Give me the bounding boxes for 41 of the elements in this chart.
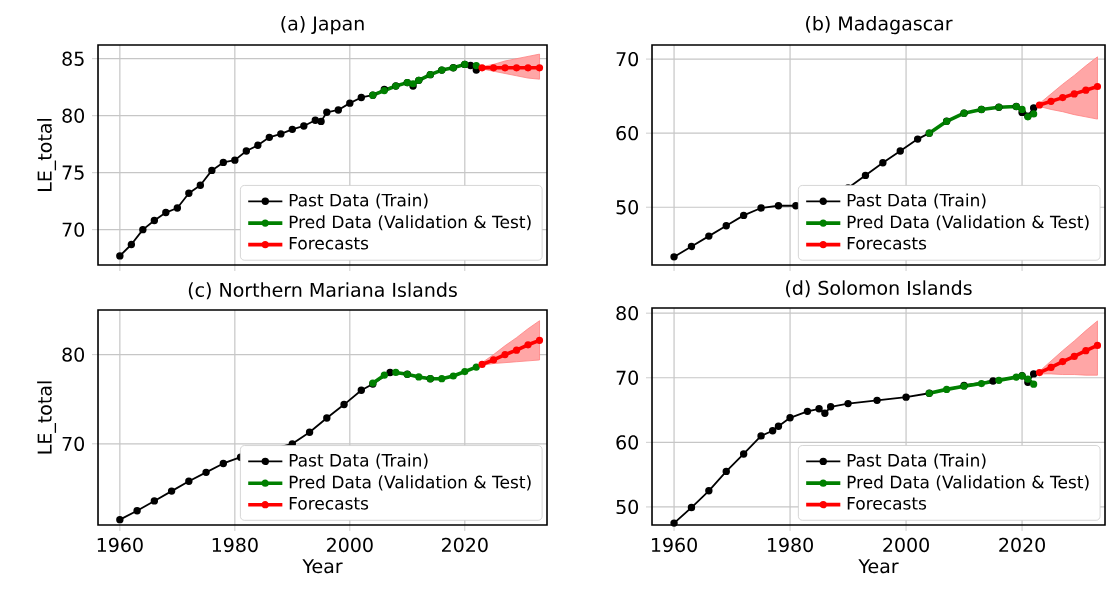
y-tick-label: 50 — [616, 499, 639, 515]
y-tick-label: 80 — [62, 347, 84, 362]
legend-label: Past Data (Train) — [847, 193, 986, 209]
y-tick-label: 80 — [62, 108, 84, 123]
y-tick-label: 60 — [616, 435, 639, 450]
x-tick-label: 2000 — [327, 537, 373, 553]
y-tick-label: 85 — [62, 51, 84, 66]
x-tick-label: 2020 — [999, 537, 1045, 553]
legend-label: Past Data (Train) — [289, 453, 428, 469]
x-tick-label: 1980 — [212, 537, 258, 553]
legend-label: Pred Data (Validation & Test) — [289, 215, 531, 231]
y-axis-title: LE_total — [37, 381, 57, 454]
legend-label: Forecasts — [847, 236, 927, 250]
y-tick-label: 70 — [616, 370, 639, 385]
legend-label: Past Data (Train) — [847, 453, 986, 469]
y-axis-title: LE_total — [37, 119, 57, 191]
chart-title: (b) Madagascar — [806, 15, 953, 35]
legend-label: Pred Data (Validation & Test) — [847, 475, 1089, 491]
x-tick-label: 1960 — [97, 537, 143, 553]
y-tick-label: 70 — [62, 436, 84, 452]
y-tick-label: 75 — [62, 165, 84, 180]
y-tick-label: 80 — [616, 305, 639, 321]
x-tick-label: 1960 — [651, 537, 697, 553]
legend-label: Forecasts — [847, 497, 927, 510]
x-tick-label: 2020 — [442, 537, 488, 553]
y-tick-label: 70 — [62, 222, 84, 237]
y-tick-label: 50 — [616, 200, 639, 215]
x-axis-title: Year — [302, 559, 343, 574]
chart-title: (a) Japan — [281, 15, 364, 35]
chart-title: (c) Northern Mariana Islands — [188, 282, 457, 300]
x-tick-label: 2000 — [883, 537, 929, 553]
legend-label: Forecasts — [289, 497, 369, 510]
legend-label: Pred Data (Validation & Test) — [847, 215, 1089, 231]
chart-title: (d) Solomon Islands — [786, 280, 972, 298]
legend-label: Past Data (Train) — [289, 193, 428, 209]
y-tick-label: 70 — [616, 51, 639, 67]
legend-label: Forecasts — [289, 236, 369, 250]
x-axis-title: Year — [858, 559, 899, 574]
legend-label: Pred Data (Validation & Test) — [289, 475, 531, 491]
x-tick-label: 1980 — [767, 537, 813, 553]
y-tick-label: 60 — [616, 125, 639, 141]
